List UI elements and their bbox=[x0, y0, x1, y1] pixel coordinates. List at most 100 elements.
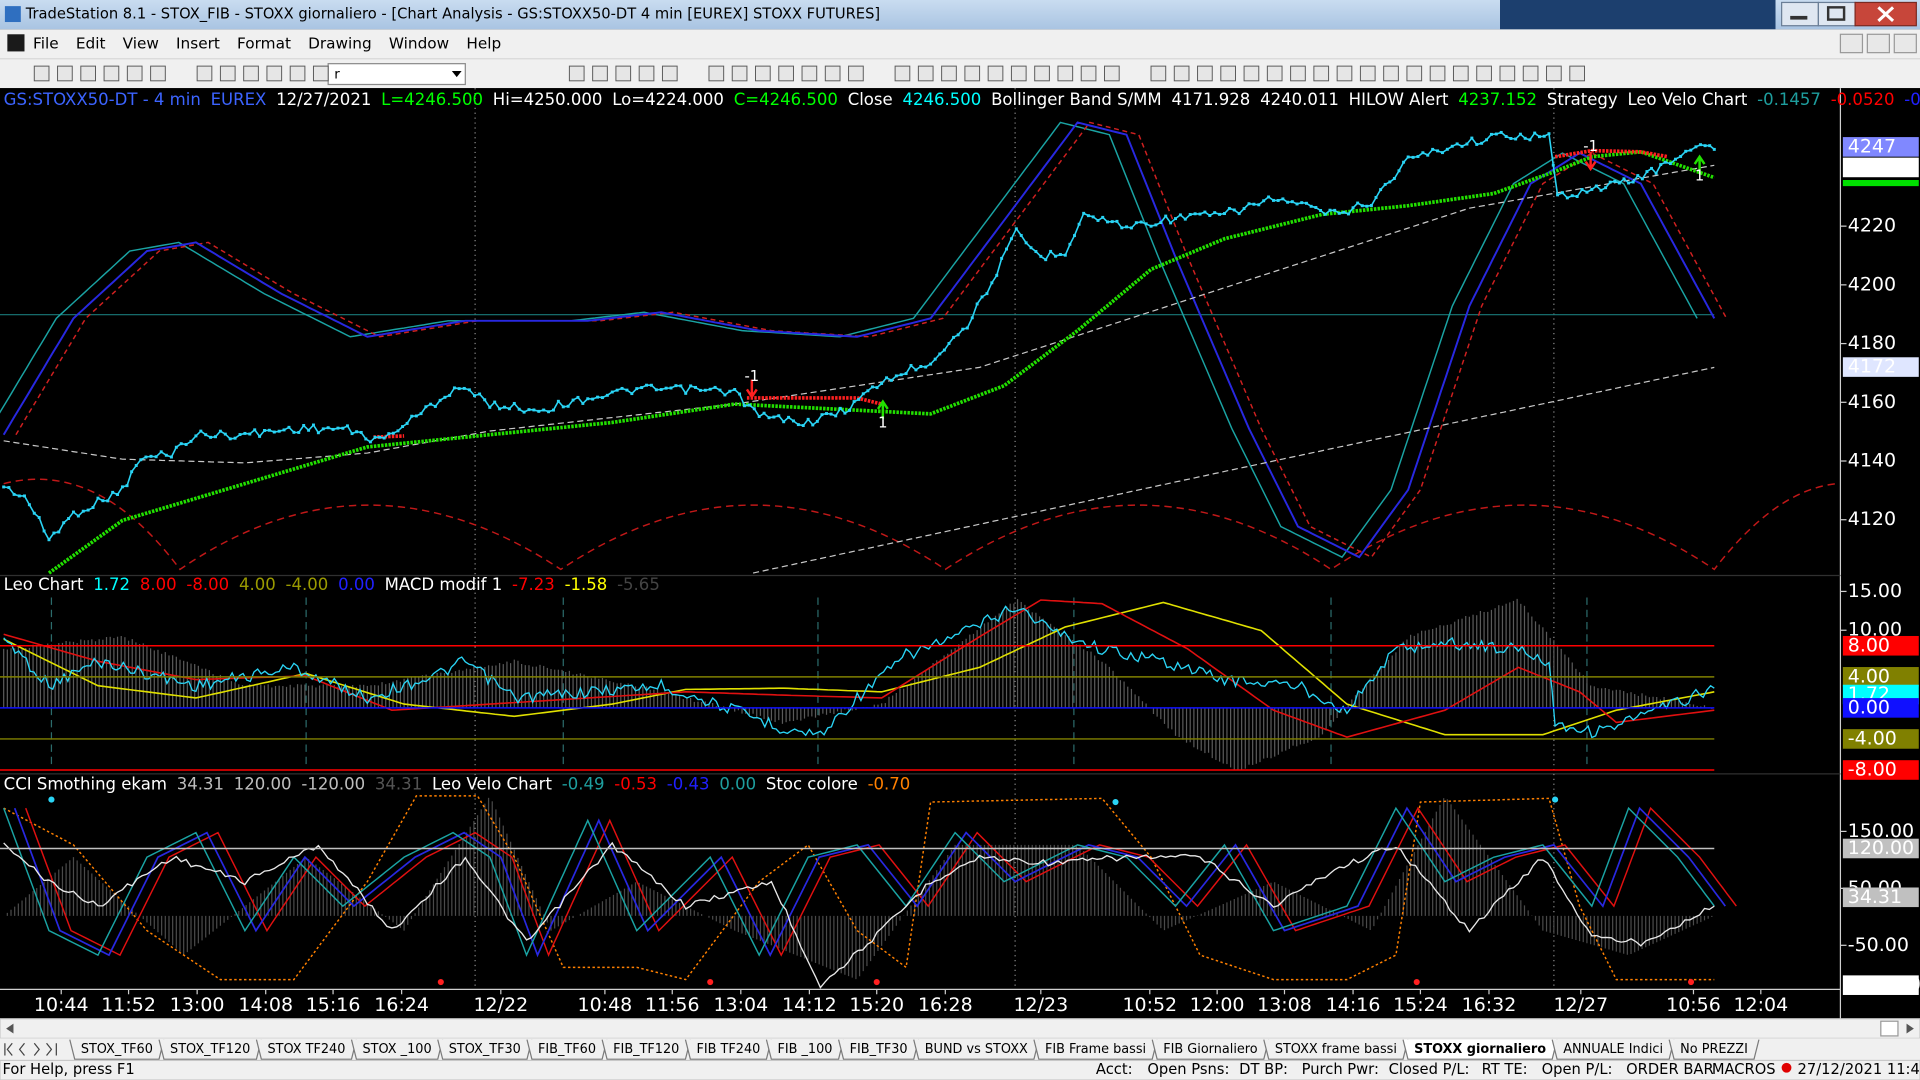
toolbar-button[interactable] bbox=[126, 65, 143, 82]
toolbar-button[interactable] bbox=[1150, 65, 1167, 82]
toolbar-button[interactable] bbox=[1452, 65, 1469, 82]
price-dot bbox=[1708, 144, 1712, 148]
tab[interactable]: FIB_TF60 bbox=[526, 1039, 608, 1060]
tab[interactable]: No PREZZI bbox=[1668, 1039, 1760, 1060]
toolbar-button[interactable] bbox=[638, 65, 655, 82]
tab[interactable]: ANNUALE Indici bbox=[1551, 1039, 1675, 1060]
menu-item[interactable]: Drawing bbox=[308, 35, 372, 53]
tab[interactable]: STOX _100 bbox=[350, 1039, 444, 1060]
mdi-restore[interactable] bbox=[1866, 33, 1891, 54]
toolbar-button[interactable] bbox=[1104, 65, 1120, 82]
toolbar-button[interactable] bbox=[1010, 65, 1027, 82]
toolbar-button[interactable] bbox=[1034, 65, 1050, 82]
menu-item[interactable]: Edit bbox=[76, 35, 106, 53]
toolbar-button[interactable] bbox=[801, 65, 818, 82]
menu-item[interactable]: Help bbox=[466, 35, 501, 53]
toolbar-button[interactable] bbox=[80, 65, 97, 82]
tab[interactable]: STOX_TF120 bbox=[158, 1039, 262, 1060]
minimize-button[interactable] bbox=[1781, 1, 1819, 27]
toolbar-button[interactable] bbox=[33, 65, 50, 82]
toolbar-button[interactable] bbox=[1197, 65, 1213, 82]
toolbar-button[interactable] bbox=[1243, 65, 1260, 82]
toolbar-button[interactable] bbox=[57, 65, 73, 82]
toolbar-button[interactable] bbox=[568, 65, 585, 82]
scrollbar[interactable] bbox=[0, 1018, 1920, 1039]
toolbar-button[interactable] bbox=[196, 65, 213, 82]
price-dot bbox=[576, 395, 580, 399]
toolbar-button[interactable] bbox=[708, 65, 725, 82]
toolbar-button[interactable] bbox=[592, 65, 608, 82]
tab[interactable]: FIB TF240 bbox=[684, 1039, 772, 1060]
toolbar-button[interactable] bbox=[1057, 65, 1074, 82]
tab[interactable]: FIB_TF120 bbox=[601, 1039, 691, 1060]
price-dot bbox=[1286, 200, 1290, 204]
tab[interactable]: STOXX frame bassi bbox=[1263, 1039, 1409, 1060]
mdi-minimize[interactable] bbox=[1839, 33, 1864, 54]
toolbar-button[interactable] bbox=[848, 65, 864, 82]
macros[interactable]: MACROS bbox=[1712, 1061, 1776, 1078]
toolbar-button[interactable] bbox=[661, 65, 678, 82]
toolbar-button[interactable] bbox=[1336, 65, 1353, 82]
tab[interactable]: FIB_TF30 bbox=[837, 1039, 920, 1060]
tab[interactable]: STOX_TF60 bbox=[69, 1039, 165, 1060]
price-dot bbox=[134, 464, 138, 467]
tab[interactable]: STOX TF240 bbox=[255, 1039, 357, 1060]
toolbar-button[interactable] bbox=[1359, 65, 1376, 82]
tab[interactable]: FIB _100 bbox=[765, 1039, 845, 1060]
toolbar-button[interactable] bbox=[150, 65, 166, 82]
toolbar-button[interactable] bbox=[917, 65, 934, 82]
toolbar-button[interactable] bbox=[964, 65, 981, 82]
toolbar-button[interactable] bbox=[266, 65, 283, 82]
toolbar-button[interactable] bbox=[1546, 65, 1562, 82]
toolbar-button[interactable] bbox=[987, 65, 1004, 82]
mdi-close[interactable] bbox=[1893, 33, 1917, 54]
tab[interactable]: FIB Giornaliero bbox=[1151, 1039, 1270, 1060]
scroll-thumb[interactable] bbox=[1880, 1020, 1899, 1037]
scroll-right[interactable] bbox=[1906, 1023, 1914, 1034]
menu-item[interactable]: Insert bbox=[176, 35, 220, 53]
tab[interactable]: STOXX giornaliero bbox=[1402, 1039, 1558, 1060]
toolbar-button[interactable] bbox=[731, 65, 748, 82]
toolbar-button[interactable] bbox=[1080, 65, 1097, 82]
tab-nav[interactable] bbox=[4, 1042, 57, 1056]
menu-item[interactable]: View bbox=[123, 35, 159, 53]
symbol-box[interactable] bbox=[327, 63, 466, 86]
toolbar-button[interactable] bbox=[1383, 65, 1399, 82]
toolbar-button[interactable] bbox=[1290, 65, 1306, 82]
toolbar-button[interactable] bbox=[894, 65, 911, 82]
order-bar[interactable]: ORDER BAR bbox=[1626, 1061, 1714, 1078]
toolbar-button[interactable] bbox=[103, 65, 120, 82]
toolbar-button[interactable] bbox=[1499, 65, 1516, 82]
menu-item[interactable]: Window bbox=[389, 35, 449, 53]
tab[interactable]: STOX_TF30 bbox=[437, 1039, 533, 1060]
toolbar-button[interactable] bbox=[1429, 65, 1446, 82]
toolbar-button[interactable] bbox=[1173, 65, 1190, 82]
toolbar-button[interactable] bbox=[824, 65, 841, 82]
menu-item[interactable]: File bbox=[33, 35, 59, 53]
toolbar-button[interactable] bbox=[1266, 65, 1283, 82]
menu-item[interactable]: Format bbox=[237, 35, 291, 53]
toolbar-button[interactable] bbox=[941, 65, 957, 82]
toolbar-button[interactable] bbox=[1220, 65, 1237, 82]
toolbar-button[interactable] bbox=[1313, 65, 1330, 82]
price-dot bbox=[1684, 149, 1688, 153]
tab[interactable]: BUND vs STOXX bbox=[913, 1039, 1040, 1060]
toolbar-button[interactable] bbox=[312, 65, 329, 82]
legend-text: Leo Velo Chart bbox=[1627, 90, 1747, 109]
toolbar-button[interactable] bbox=[219, 65, 236, 82]
toolbar-button[interactable] bbox=[755, 65, 771, 82]
toolbar-button[interactable] bbox=[615, 65, 632, 82]
toolbar-button[interactable] bbox=[1569, 65, 1585, 82]
toolbar-button[interactable] bbox=[1476, 65, 1492, 82]
toolbar-button[interactable] bbox=[243, 65, 259, 82]
toolbar-button[interactable] bbox=[289, 65, 306, 82]
price-dot bbox=[350, 432, 354, 436]
toolbar-button[interactable] bbox=[1522, 65, 1539, 82]
toolbar-button[interactable] bbox=[1406, 65, 1423, 82]
maximize-button[interactable] bbox=[1817, 1, 1856, 27]
tab[interactable]: FIB Frame bassi bbox=[1033, 1039, 1158, 1060]
price-dot bbox=[331, 427, 335, 431]
price-dot bbox=[834, 414, 838, 418]
toolbar-button[interactable] bbox=[778, 65, 794, 82]
scroll-left[interactable] bbox=[6, 1023, 14, 1034]
